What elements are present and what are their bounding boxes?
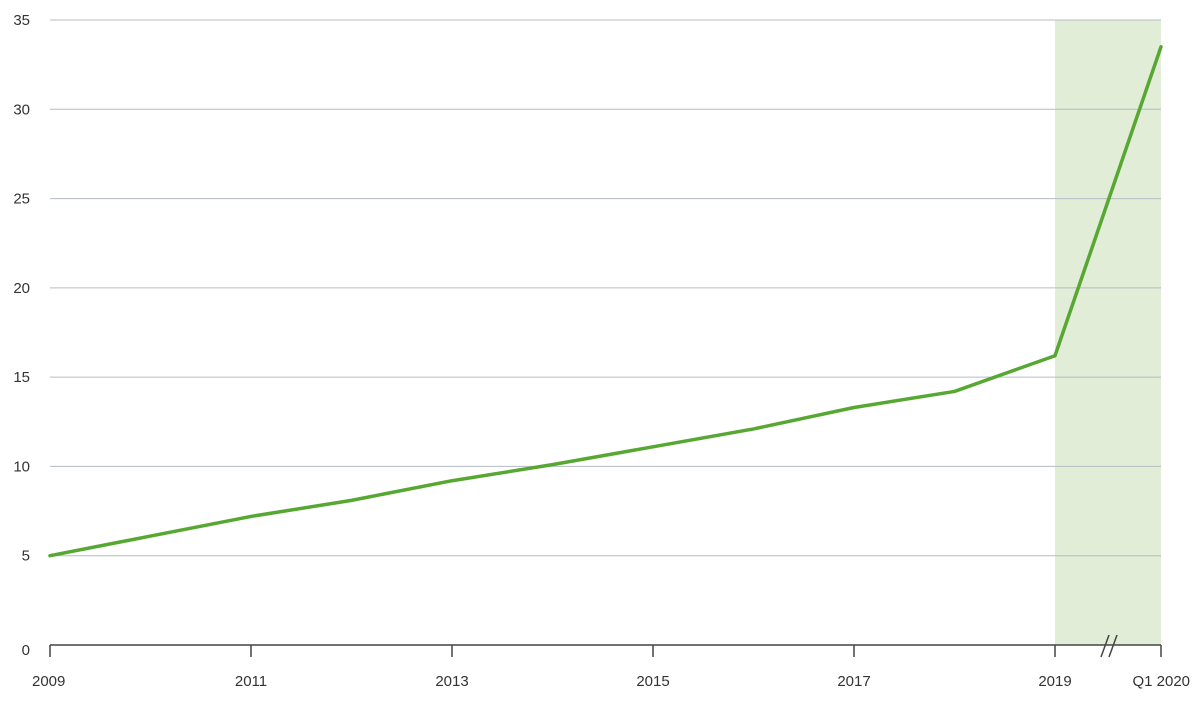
- x-tick-label: 2015: [636, 673, 669, 690]
- x-tick-label: 2011: [235, 673, 267, 690]
- y-tick-label: 0: [22, 642, 30, 659]
- x-tick-label: 2013: [435, 673, 468, 690]
- y-tick-label: 5: [22, 548, 30, 565]
- y-tick-label: 25: [13, 191, 30, 208]
- y-tick-label: 20: [13, 280, 30, 297]
- y-tick-label: 30: [13, 101, 30, 118]
- highlight-band: [1055, 20, 1161, 645]
- axis-break-mark: [1100, 634, 1110, 658]
- series-line: [48, 45, 1163, 558]
- x-tick-label: Q1 2020: [1132, 673, 1190, 690]
- y-tick-label: 15: [13, 369, 30, 386]
- x-tick-label: 2019: [1038, 673, 1071, 690]
- axis-break-mark: [1108, 634, 1118, 658]
- y-tick-label: 10: [13, 458, 30, 475]
- y-tick-label: 35: [13, 12, 30, 29]
- x-tick-label: 2009: [32, 673, 65, 690]
- x-tick-label: 2017: [837, 673, 870, 690]
